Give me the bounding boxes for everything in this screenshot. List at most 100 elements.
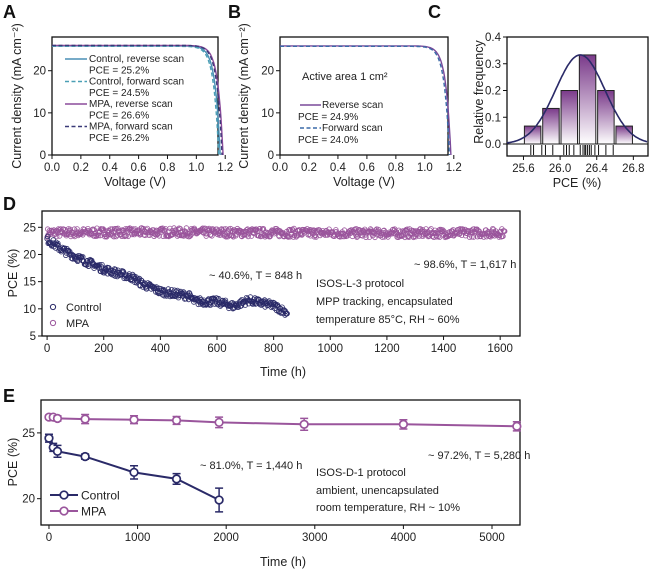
panel-d-legend-label: MPA [66, 318, 90, 330]
panel-d-ytick-label: 10 [23, 304, 36, 316]
panel-b-plot-frame [279, 36, 449, 156]
panel-a-ylabel: Current density (mA cm⁻²) [10, 23, 24, 169]
panel-e-ytick-label: 20 [22, 494, 35, 506]
panel-a-legend-label: MPA, reverse scan [89, 99, 173, 110]
data-point-mpa [80, 414, 90, 424]
panel-label-d: D [3, 194, 16, 214]
data-point-mpa [435, 233, 442, 239]
data-point-control [80, 451, 90, 462]
data-point-mpa [209, 233, 215, 239]
panel-d-conditions-1: MPP tracking, encapsulated [316, 296, 453, 308]
data-point-mpa [72, 233, 78, 240]
data-point-control [256, 296, 262, 303]
panel-c-xtick-label: 26.4 [586, 163, 609, 175]
data-point-control [174, 287, 181, 294]
histogram-bar [578, 54, 597, 145]
data-point-control [52, 446, 63, 456]
data-point-mpa [115, 225, 121, 231]
panel-c-ytick-label: 0.1 [485, 112, 501, 124]
panel-b-xtick-label: 1.0 [417, 162, 433, 174]
data-point-mpa [189, 227, 196, 233]
data-point-control [129, 467, 139, 478]
panel-a-ytick-label: 20 [33, 66, 46, 78]
data-point-mpa [54, 233, 60, 240]
panel-a-legend-pce: PCE = 26.2% [89, 133, 149, 144]
panel-e-annotation-control: ~ 81.0%, T = 1,440 h [200, 460, 302, 472]
panel-e-xtick-label: 4000 [391, 532, 417, 544]
data-point-mpa [402, 234, 408, 241]
panel-d-xtick-label: 1200 [374, 343, 400, 355]
data-point-mpa [156, 233, 162, 239]
data-point-mpa [474, 233, 481, 240]
data-point-mpa [85, 230, 92, 237]
panel-b-xtick-label: 0.4 [330, 162, 347, 174]
panel-c-xlabel: PCE (%) [553, 176, 602, 190]
histogram-bar [542, 107, 560, 145]
data-point-mpa [129, 415, 139, 425]
data-point-control [214, 495, 224, 505]
data-point-control [189, 295, 196, 301]
data-point-mpa [470, 234, 477, 240]
panel-c-plot-frame [506, 36, 649, 157]
panel-d-xtick-label: 400 [151, 343, 170, 355]
panel-b-legend-label: Reverse scan [322, 100, 383, 111]
panel-d-conditions-2: temperature 85°C, RH ~ 60% [316, 314, 460, 326]
panel-e-ytick-label: 25 [22, 428, 35, 440]
panel-e-legend-label: MPA [81, 505, 106, 519]
panel-d-xlabel: Time (h) [260, 365, 306, 379]
panel-b-ylabel: Current density (mA cm⁻²) [237, 23, 251, 169]
data-point-mpa [74, 226, 80, 232]
panel-d-legend-label: Control [66, 302, 101, 314]
data-point-control [138, 277, 144, 283]
panel-e-xtick-label: 2000 [213, 532, 239, 544]
data-point-mpa [56, 233, 63, 239]
data-point-mpa [417, 226, 423, 233]
panel-c-ytick-label: 0.4 [485, 32, 502, 44]
data-point-control [99, 262, 105, 268]
data-point-control [165, 286, 171, 292]
panel-e-xlabel: Time (h) [260, 555, 306, 569]
panel-a-legend-pce: PCE = 24.5% [89, 88, 149, 99]
data-point-control [112, 266, 119, 273]
panel-a-legend-label: MPA, forward scan [89, 122, 173, 133]
panel-a-ytick-label: 10 [33, 108, 46, 120]
data-point-mpa [223, 232, 230, 239]
panel-a-xtick-label: 0.6 [131, 162, 147, 174]
panel-d-annotation-mpa: ~ 98.6%, T = 1,617 h [414, 259, 516, 271]
panel-e-legend-marker [59, 506, 69, 516]
panel-e-xtick-label: 1000 [125, 532, 151, 544]
panel-b-annotation: Active area 1 cm² [302, 71, 388, 83]
data-point-mpa [436, 234, 443, 240]
panel-c-xtick-label: 26.8 [622, 163, 644, 175]
data-point-control [120, 268, 126, 274]
data-point-mpa [466, 234, 473, 240]
data-point-mpa [260, 225, 267, 232]
panel-d-ytick-label: 5 [30, 331, 36, 343]
panel-d-xtick-label: 600 [207, 343, 226, 355]
data-point-mpa [95, 232, 102, 239]
data-point-mpa [498, 228, 504, 235]
panel-d-ytick-label: 15 [23, 277, 36, 289]
data-point-mpa [375, 226, 382, 233]
series-line-mpa [49, 416, 517, 428]
panel-e-legend-marker [59, 490, 69, 500]
data-point-mpa [171, 415, 182, 426]
panel-b-ytick-label: 20 [261, 66, 274, 78]
data-point-mpa [494, 231, 500, 238]
data-point-mpa [415, 229, 422, 235]
data-point-mpa [431, 229, 438, 236]
histogram-bar [523, 125, 542, 145]
panel-d-annotation-control: ~ 40.6%, T = 848 h [209, 270, 302, 282]
data-point-mpa [111, 233, 117, 240]
data-point-control [61, 245, 68, 251]
data-point-control [45, 233, 51, 239]
panel-c-xtick-label: 26.0 [549, 163, 571, 175]
panel-d-xtick-label: 800 [264, 343, 283, 355]
data-point-mpa [245, 233, 251, 240]
data-point-mpa [366, 234, 373, 240]
panel-d-legend-marker [49, 303, 57, 311]
panel-b-legend-pce: PCE = 24.9% [298, 112, 358, 123]
data-point-mpa [419, 226, 426, 233]
panel-b-xtick-label: 0.0 [272, 162, 288, 174]
